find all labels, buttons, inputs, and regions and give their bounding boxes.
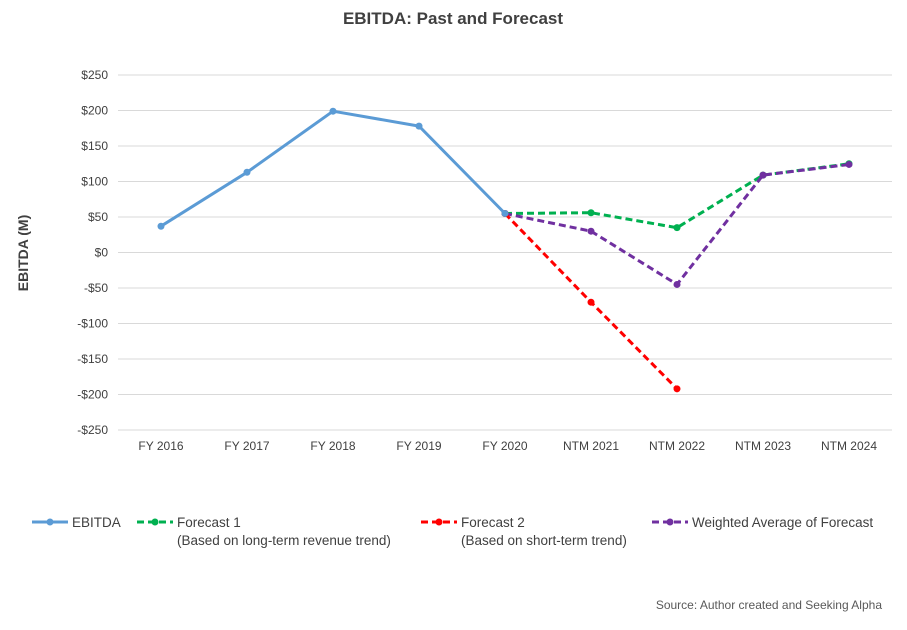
series-lines	[157, 107, 853, 393]
x-tick-label: NTM 2022	[649, 439, 705, 453]
y-tick-label: $200	[81, 104, 108, 118]
legend-label: Forecast 1	[177, 515, 241, 530]
data-point	[759, 171, 767, 179]
legend-swatch-marker	[666, 518, 674, 526]
x-tick-label: FY 2019	[396, 439, 441, 453]
legend-label: Forecast 2	[461, 515, 525, 530]
x-tick-label: NTM 2024	[821, 439, 877, 453]
y-tick-label: $250	[81, 68, 108, 82]
data-point	[673, 280, 681, 288]
y-tick-label: $100	[81, 175, 108, 189]
legend-swatch-marker	[435, 518, 443, 526]
legend-item: Forecast 1 (Based on long-term revenue tr…	[137, 515, 391, 548]
data-point	[845, 160, 853, 168]
legend: EBITDA Forecast 1 (Based on long-term reve…	[32, 515, 873, 548]
data-point	[501, 209, 509, 217]
y-tick-label: $150	[81, 139, 108, 153]
x-axis-ticks: FY 2016 FY 2017 FY 2018 FY 2019 FY 2020 NTM 2…	[138, 439, 877, 453]
legend-sublabel: (Based on short-term trend)	[461, 533, 627, 548]
data-point	[157, 222, 165, 230]
y-tick-label: $0	[95, 246, 109, 260]
legend-item: EBITDA	[32, 515, 121, 530]
x-tick-label: FY 2016	[138, 439, 183, 453]
data-point	[587, 298, 595, 306]
y-tick-label: -$150	[77, 352, 108, 366]
legend-label: Weighted Average of Forecast	[692, 515, 873, 530]
y-axis-ticks: $250 $200 $150 $100 $50 $0 -$50 -$100 -$150 -$200…	[77, 68, 108, 437]
data-point	[329, 107, 337, 115]
series-ebitda	[157, 107, 509, 230]
data-point	[587, 209, 595, 217]
data-point	[673, 385, 681, 393]
x-tick-label: FY 2018	[310, 439, 355, 453]
data-point	[415, 122, 423, 130]
data-point	[243, 168, 251, 176]
y-tick-label: -$250	[77, 423, 108, 437]
series-line	[160, 109, 507, 228]
series-forecast-2	[501, 209, 681, 393]
x-tick-label: FY 2017	[224, 439, 269, 453]
legend-label: EBITDA	[72, 515, 121, 530]
y-axis-label: EBITDA (M)	[15, 215, 31, 291]
legend-swatch-marker	[46, 518, 54, 526]
series-line	[504, 162, 850, 230]
x-tick-label: NTM 2021	[563, 439, 619, 453]
x-tick-label: FY 2020	[482, 439, 527, 453]
source-note: Source: Author created and Seeking Alpha	[656, 598, 882, 612]
y-tick-label: -$50	[84, 281, 108, 295]
legend-sublabel: (Based on long-term revenue trend)	[177, 533, 391, 548]
legend-swatch-marker	[151, 518, 159, 526]
legend-item: Weighted Average of Forecast	[652, 515, 873, 530]
data-point	[673, 224, 681, 232]
legend-item: Forecast 2 (Based on short-term trend)	[421, 515, 627, 548]
data-point	[587, 227, 595, 235]
y-tick-label: -$200	[77, 388, 108, 402]
gridlines	[118, 74, 892, 431]
x-tick-label: NTM 2023	[735, 439, 791, 453]
y-tick-label: $50	[88, 210, 108, 224]
y-tick-label: -$100	[77, 317, 108, 331]
chart-title: EBITDA: Past and Forecast	[343, 9, 563, 28]
